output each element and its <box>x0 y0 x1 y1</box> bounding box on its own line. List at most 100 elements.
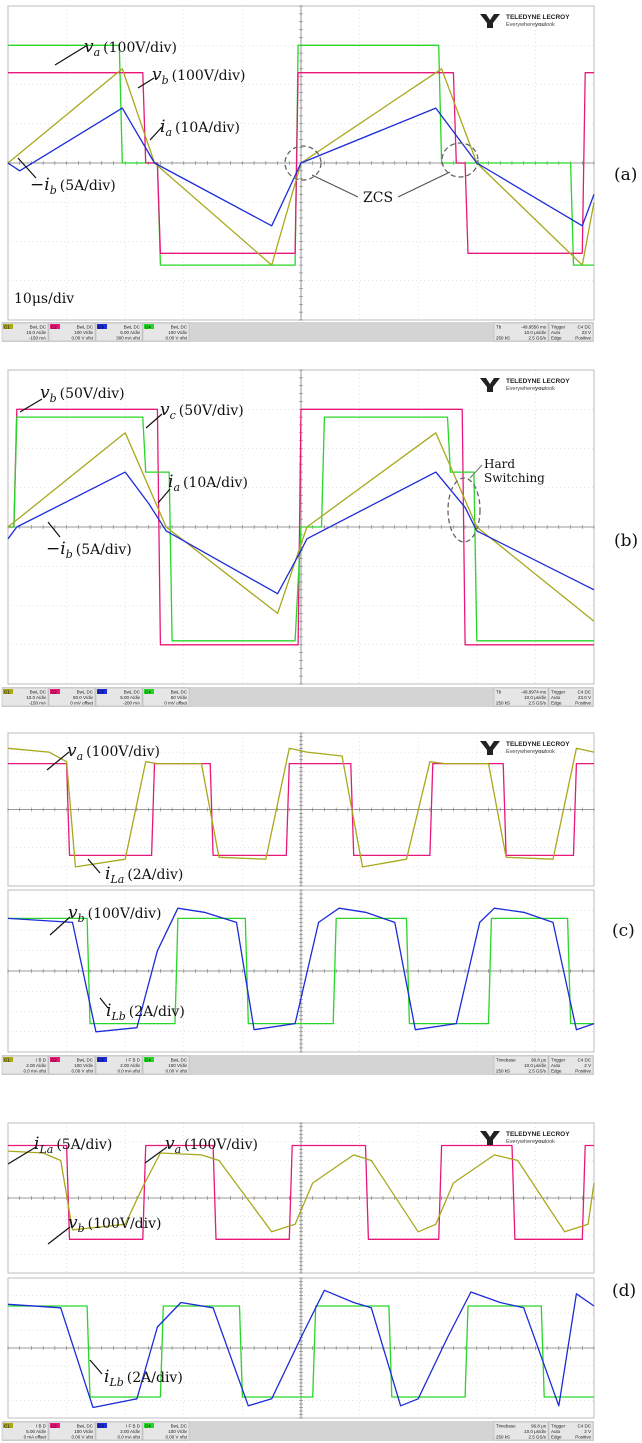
svg-text:vc(50V/div): vc (50V/div) <box>160 400 244 422</box>
svg-text:iLa(5A/div): iLa (5A/div) <box>34 1134 112 1156</box>
timebase-label: Timebase <box>496 1424 516 1429</box>
channel-id: C2 <box>51 1058 57 1063</box>
timebase-rate: 2.5 GS/s <box>528 1435 546 1440</box>
trigger-setting: C4 DC <box>577 690 591 695</box>
channel-setting: 0 mV offset <box>70 701 93 706</box>
timebase-value: 96.8 μs <box>531 1058 547 1063</box>
svg-text:iLa(2A/div): iLa (2A/div) <box>105 864 183 886</box>
label-switching: Switching <box>484 471 545 485</box>
teledyne-logo-icon <box>480 741 500 755</box>
channel-setting: BwL DC <box>171 1424 188 1429</box>
panel-label-a: (a) <box>614 165 637 185</box>
timebase-label: Timebase <box>496 1058 516 1063</box>
trigger-setting: C4 DC <box>577 325 591 330</box>
trigger-setting: Edge <box>551 336 562 341</box>
channel-box <box>95 322 143 342</box>
trace-v-b-100v-div- <box>8 917 594 1025</box>
brand-tagline: Everywhereyoulook <box>506 386 555 392</box>
trace-i-la-5a-div- <box>7 1150 595 1233</box>
timebase-box <box>493 322 549 342</box>
panel-label-b: (b) <box>614 531 638 551</box>
channel-id: C2 <box>51 325 57 330</box>
channel-id: C1 <box>4 1058 10 1063</box>
channel-box <box>95 687 143 707</box>
channel-id: C1 <box>4 1424 10 1429</box>
channel-swatch <box>50 324 60 329</box>
trace-i-la-2a-div- <box>7 747 595 868</box>
channel-setting: BwL DC <box>30 325 47 330</box>
channel-box <box>142 687 190 707</box>
channel-setting: 5.00 A/div <box>120 695 141 700</box>
channel-box <box>1 687 49 707</box>
timebase-div: 10.0 μs/div <box>524 1429 547 1434</box>
panel-label-c: (c) <box>612 921 635 941</box>
trace-v-b-100v-div- <box>8 1305 594 1398</box>
channel-box <box>95 1055 143 1075</box>
trigger-setting: C4 DC <box>577 1058 591 1063</box>
label-ila-d: i <box>34 1134 39 1154</box>
trigger-setting: Trigger <box>551 1058 566 1063</box>
label-vb-d: v <box>68 1213 78 1233</box>
channel-setting: -200 mA <box>123 701 140 706</box>
trigger-setting: 23 V <box>582 330 591 335</box>
channel-setting: 10.0 A/div <box>26 695 47 700</box>
channel-swatch <box>3 689 13 694</box>
trigger-setting: Edge <box>551 1069 562 1074</box>
channel-id: C4 <box>145 1058 151 1063</box>
channel-setting: BwL DC <box>171 1058 188 1063</box>
panel-c-annotations: va (100V/div) iLa (2A/div) vb (100V/div) iL… <box>46 741 635 1023</box>
label-ilb-d: i <box>104 1367 109 1387</box>
trace-i-lb-2a-div- <box>7 907 595 1033</box>
svg-text:vb(100V/div): vb (100V/div) <box>68 903 161 925</box>
channel-setting: 0 mA offset <box>24 1435 47 1440</box>
label-ia: i <box>160 117 165 137</box>
channel-setting: 0.00 V ofst <box>165 1069 187 1074</box>
channel-setting: -150 mA <box>29 701 46 706</box>
channel-box <box>1 322 49 342</box>
label-ila-c: i <box>105 864 110 884</box>
channel-id: C3 <box>98 690 104 695</box>
teledyne-logo-icon <box>480 378 500 392</box>
label-va: v <box>84 37 94 57</box>
channel-swatch <box>50 689 60 694</box>
label-va-c: v <box>67 741 77 761</box>
label-vc-50: v <box>160 400 170 420</box>
channel-swatch <box>97 1057 107 1062</box>
label-vb-c: v <box>68 903 78 923</box>
timebase-rate: 2.5 GS/s <box>528 701 546 706</box>
channel-id: C1 <box>4 690 10 695</box>
timebase-rate: 2.5 GS/s <box>528 336 546 341</box>
channel-setting: 100 V/div <box>74 1429 94 1434</box>
channel-setting: 0.00 V ofst <box>71 1069 93 1074</box>
channel-id: C3 <box>98 1424 104 1429</box>
trigger-setting: Auto <box>551 695 561 700</box>
channel-box <box>48 1421 96 1441</box>
label-zcs: ZCS <box>363 190 393 206</box>
brand-name: TELEDYNE LECROY <box>506 14 570 21</box>
channel-swatch <box>3 1057 13 1062</box>
timebase-label: Tb <box>496 325 502 330</box>
trigger-setting: Positive <box>575 1069 591 1074</box>
channel-id: C4 <box>145 325 151 330</box>
timebase-value: -49.9556 ms <box>521 325 547 330</box>
svg-text:iLb(2A/div): iLb (2A/div) <box>106 1001 185 1023</box>
channel-setting: 0.0 mA ofst <box>117 1435 140 1440</box>
channel-id: C3 <box>98 1058 104 1063</box>
panel-b-annotations: vb (50V/div) vc (50V/div) ia (10A/div) −ib(… <box>19 383 638 561</box>
trigger-setting: Positive <box>575 336 591 341</box>
channel-setting: -150 mA <box>29 336 46 341</box>
channel-box <box>48 1055 96 1075</box>
channel-setting: BwL DC <box>77 690 94 695</box>
svg-text:−ib(5A/div): −ib (5A/div) <box>30 175 116 197</box>
channel-setting: 10.0 A/div <box>26 330 47 335</box>
channel-id: C4 <box>145 1424 151 1429</box>
channel-setting: 0.00 V ofst <box>165 336 187 341</box>
svg-text:va(100V/div): va (100V/div) <box>84 37 177 59</box>
channel-swatch <box>97 689 107 694</box>
timebase-div: 10.0 μs/div <box>524 695 547 700</box>
channel-setting: 100 V/div <box>74 1063 94 1068</box>
channel-id: C2 <box>51 690 57 695</box>
